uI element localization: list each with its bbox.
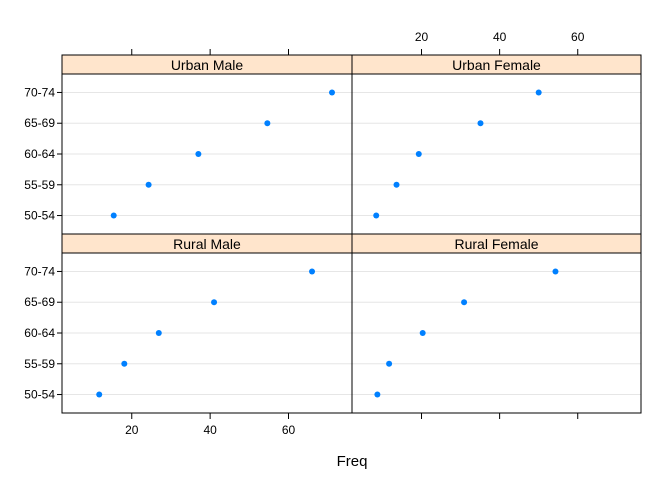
point-rural-female-65-69 [461, 299, 468, 306]
point-urban-male-60-64 [195, 151, 202, 157]
y-tick-label-top-55-59: 55-59 [24, 178, 55, 192]
strip-label-urban-male: Urban Male [171, 57, 244, 73]
panel-frame-rural-female [351, 252, 642, 414]
point-urban-male-55-59 [145, 181, 152, 188]
point-rural-male-65-69 [211, 299, 218, 306]
y-tick-label-top-65-69: 65-69 [24, 116, 55, 130]
strip-label-urban-female: Urban Female [452, 57, 541, 73]
x-tick-label-bottom-60: 60 [282, 423, 296, 437]
point-urban-female-60-64 [415, 151, 422, 157]
point-rural-female-60-64 [419, 330, 426, 336]
x-tick-label-bottom-20: 20 [125, 423, 139, 437]
y-tick-label-bottom-70-74: 70-74 [24, 264, 55, 278]
x-tick-label-bottom-40: 40 [203, 423, 217, 437]
point-rural-male-50-54 [96, 391, 103, 398]
point-urban-female-70-74 [535, 89, 542, 96]
x-tick-label-top-40: 40 [493, 30, 507, 44]
y-tick-label-bottom-65-69: 65-69 [24, 295, 55, 309]
y-tick-label-bottom-50-54: 50-54 [24, 388, 55, 402]
point-rural-male-55-59 [121, 360, 128, 367]
strip-label-rural-male: Rural Male [173, 236, 241, 252]
y-tick-label-top-70-74: 70-74 [24, 85, 55, 99]
point-urban-female-65-69 [477, 120, 484, 127]
point-urban-female-55-59 [393, 181, 400, 188]
point-urban-female-50-54 [373, 212, 380, 219]
point-urban-male-50-54 [110, 212, 117, 219]
y-tick-label-top-60-64: 60-64 [24, 147, 55, 161]
point-rural-female-55-59 [386, 360, 393, 367]
point-rural-male-60-64 [155, 330, 162, 336]
point-rural-female-70-74 [552, 268, 559, 275]
panel-frame-urban-female [351, 73, 642, 235]
point-urban-male-65-69 [264, 120, 271, 127]
point-layer [96, 89, 559, 398]
y-tick-label-bottom-55-59: 55-59 [24, 357, 55, 371]
point-rural-female-50-54 [374, 391, 381, 398]
y-tick-label-bottom-60-64: 60-64 [24, 326, 55, 340]
tick-layer: 50-54 55-59 60-64 65-69 70-74 50-54 55-59 60-64… [24, 30, 584, 437]
point-urban-male-70-74 [329, 89, 336, 96]
x-axis-title: Freq [337, 453, 368, 470]
x-tick-label-top-60: 60 [571, 30, 585, 44]
strip-label-rural-female: Rural Female [454, 236, 538, 252]
grid-layer [62, 91, 641, 396]
x-tick-label-top-20: 20 [415, 30, 429, 44]
y-tick-label-top-50-54: 50-54 [24, 209, 55, 223]
point-rural-male-70-74 [309, 268, 316, 275]
